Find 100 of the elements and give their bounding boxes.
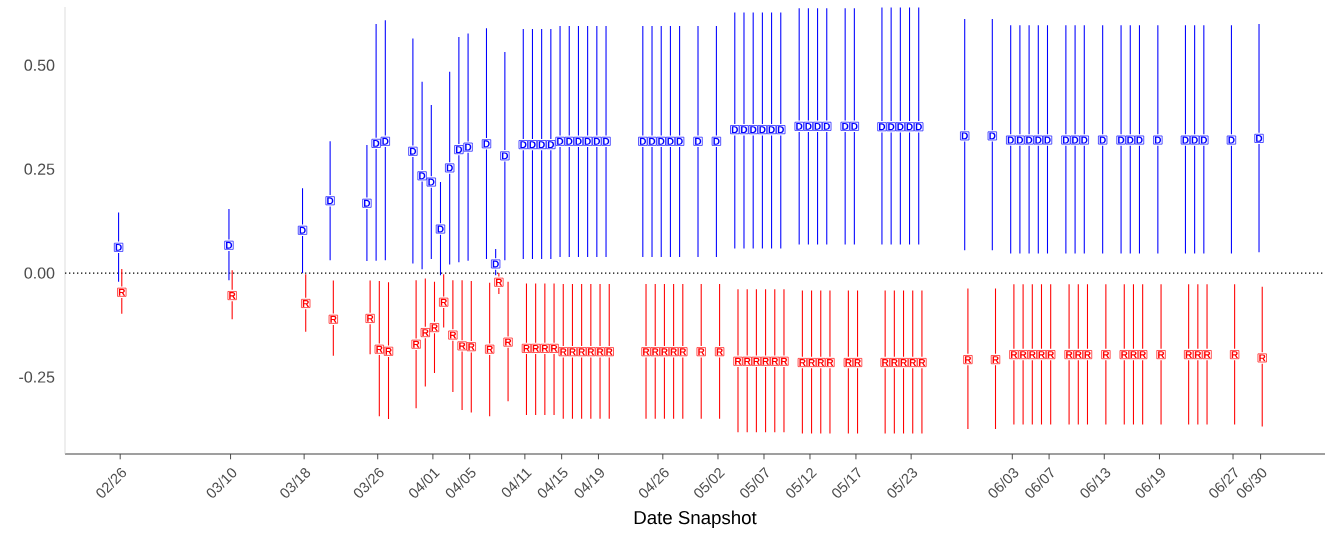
text: D — [1016, 136, 1024, 144]
text: R — [882, 359, 889, 366]
x-axis-title: Date Snapshot — [634, 510, 757, 528]
text: D — [676, 137, 683, 145]
text: R — [330, 315, 337, 323]
text: D — [777, 126, 784, 134]
text: R — [1066, 351, 1073, 359]
text: R — [1130, 351, 1137, 359]
text: R — [376, 345, 383, 353]
text: R — [900, 359, 907, 366]
text: R — [587, 348, 595, 356]
text: D — [667, 137, 674, 145]
text: R — [1010, 351, 1018, 359]
text: D — [437, 225, 444, 233]
text: R — [716, 348, 723, 356]
text: R — [891, 359, 898, 366]
text: D — [566, 137, 573, 145]
text: R — [532, 344, 540, 352]
text: D — [419, 172, 426, 180]
text: D — [603, 137, 610, 145]
text: D — [731, 126, 738, 134]
text: R — [606, 348, 613, 356]
series-label: R — [302, 300, 310, 307]
text: D — [593, 137, 601, 145]
text: R — [808, 359, 815, 366]
text: D — [1062, 136, 1070, 144]
text: D — [768, 126, 775, 134]
text: D — [1136, 136, 1143, 144]
text: D — [226, 241, 233, 249]
text: R — [817, 359, 825, 366]
text: D — [1081, 136, 1088, 144]
y-tick-label: 0.00 — [24, 267, 55, 279]
text: R — [229, 292, 236, 299]
text: R — [1231, 351, 1239, 359]
text: D — [446, 164, 453, 172]
text: D — [428, 178, 435, 186]
text: D — [750, 126, 757, 134]
text: R — [1194, 351, 1202, 359]
text: R — [440, 298, 448, 306]
text: R — [449, 331, 457, 339]
text: R — [1075, 351, 1082, 359]
text: D — [649, 137, 656, 145]
text: D — [1072, 136, 1079, 144]
text: R — [1139, 351, 1147, 359]
text: D — [695, 137, 702, 145]
text: R — [495, 278, 503, 286]
text: D — [658, 137, 665, 145]
text: R — [670, 348, 678, 356]
text: D — [1256, 134, 1263, 142]
text: R — [781, 357, 788, 365]
text: D — [897, 123, 904, 131]
text: D — [1044, 136, 1051, 144]
text: D — [796, 122, 803, 130]
text: R — [744, 357, 751, 365]
text: D — [823, 122, 830, 130]
text: R — [569, 348, 576, 356]
text: D — [465, 143, 472, 151]
text: R — [652, 348, 659, 356]
text: R — [523, 344, 530, 352]
text: D — [327, 197, 334, 205]
text: D — [373, 139, 380, 147]
text: D — [1200, 136, 1208, 144]
text: R — [1204, 351, 1211, 359]
text: D — [805, 122, 812, 130]
text: D — [888, 123, 895, 131]
text: R — [661, 348, 668, 356]
text: D — [299, 226, 306, 234]
text: R — [413, 340, 420, 348]
text: D — [1035, 136, 1042, 144]
y-tick-label: 0.50 — [24, 59, 55, 71]
text: D — [1154, 136, 1162, 144]
text: D — [906, 123, 913, 131]
text: R — [799, 359, 806, 366]
text: D — [483, 140, 490, 148]
text: D — [741, 126, 748, 134]
text: R — [505, 338, 512, 346]
text: R — [431, 324, 438, 332]
text: D — [584, 137, 591, 145]
text: D — [1191, 136, 1198, 144]
text: D — [639, 137, 647, 145]
text: D — [842, 122, 849, 130]
text: D — [382, 137, 389, 145]
text: R — [597, 348, 604, 356]
text: D — [759, 126, 766, 134]
text: R — [1102, 351, 1110, 359]
text: R — [468, 343, 475, 351]
text: D — [989, 132, 996, 140]
text: R — [1038, 351, 1045, 359]
text: R — [918, 359, 926, 366]
text: R — [118, 288, 126, 296]
y-tick-label: 0.25 — [24, 163, 55, 175]
text: D — [547, 141, 555, 149]
text: D — [1127, 136, 1134, 144]
y-tick-label: -0.25 — [19, 371, 55, 383]
text: R — [560, 348, 567, 356]
text: D — [879, 123, 886, 131]
text: D — [1182, 136, 1189, 144]
text: R — [735, 357, 742, 365]
text: D — [1228, 136, 1235, 144]
text: D — [851, 122, 858, 130]
